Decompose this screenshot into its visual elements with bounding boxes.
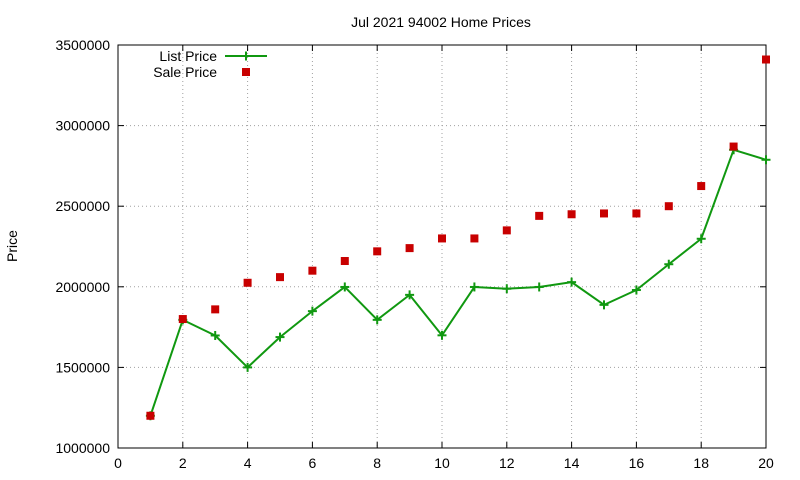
y-tick-label: 3000000 <box>55 118 110 134</box>
list-price-point <box>696 234 706 244</box>
sale-price-point <box>762 55 770 64</box>
sale-price-point <box>697 182 706 191</box>
series-layer <box>145 55 771 421</box>
sale-price-point <box>243 278 252 287</box>
list-price-point <box>275 332 285 342</box>
list-price-point <box>243 362 253 372</box>
list-price-point <box>502 284 512 294</box>
list-price-point <box>405 290 415 300</box>
y-axis-label: Price <box>4 230 20 262</box>
list-price-point <box>534 282 544 292</box>
sale-price-point <box>600 209 608 218</box>
ticks: 0 2 4 6 8 10 12 14 16 18 20 1000000 1500000 2000000 25… <box>55 37 774 471</box>
list-price-point <box>631 285 641 295</box>
sale-price-point <box>211 305 220 314</box>
y-tick-label: 1000000 <box>55 440 110 456</box>
plot-frame <box>117 44 767 449</box>
grid <box>118 45 766 448</box>
sale-price-point <box>276 273 284 282</box>
sale-price-point <box>470 234 479 243</box>
y-tick-label: 2000000 <box>55 279 110 295</box>
list-price-point <box>567 277 577 287</box>
list-price-point <box>307 306 317 316</box>
x-tick-label: 14 <box>564 455 580 471</box>
list-price-point <box>664 259 674 269</box>
sale-price-point <box>373 247 382 256</box>
sale-price-point <box>438 234 446 243</box>
sale-price-point <box>729 142 738 151</box>
y-tick-label: 2500000 <box>55 198 110 214</box>
list-price-point <box>599 300 609 310</box>
x-tick-label: 20 <box>758 455 774 471</box>
x-tick-label: 16 <box>629 455 645 471</box>
legend-label: List Price <box>159 48 217 64</box>
list-price-point <box>210 330 220 340</box>
y-tick-label: 3500000 <box>55 37 110 53</box>
sale-price-point <box>308 266 317 275</box>
list-price-line <box>149 148 767 417</box>
list-price-point <box>469 282 479 292</box>
x-tick-label: 10 <box>434 455 450 471</box>
y-tick-label: 1500000 <box>55 359 110 375</box>
sale-price-point <box>340 257 349 266</box>
x-tick-label: 12 <box>499 455 515 471</box>
x-tick-label: 18 <box>693 455 709 471</box>
x-tick-label: 8 <box>373 455 381 471</box>
sale-price-point <box>146 411 155 420</box>
sale-price-point <box>632 209 641 218</box>
x-tick-label: 0 <box>114 455 122 471</box>
sale-price-point <box>664 202 673 211</box>
x-tick-label: 4 <box>244 455 252 471</box>
list-price-point <box>437 330 447 340</box>
series-sale-price <box>146 55 770 420</box>
x-tick-label: 2 <box>179 455 187 471</box>
sale-price-point <box>405 244 414 253</box>
sale-price-point <box>567 210 576 219</box>
legend-label: Sale Price <box>153 64 217 80</box>
sale-price-point <box>178 315 187 324</box>
chart-title: Jul 2021 94002 Home Prices <box>351 14 531 30</box>
list-price-point <box>372 315 382 325</box>
sale-price-point <box>535 211 544 220</box>
list-price-point <box>340 282 350 292</box>
x-tick-label: 6 <box>309 455 317 471</box>
legend-swatch-marker <box>241 51 251 61</box>
series-list-price <box>145 145 771 421</box>
list-price-point <box>761 155 771 165</box>
sale-price-point <box>502 226 511 235</box>
legend-swatch-marker <box>242 68 250 76</box>
